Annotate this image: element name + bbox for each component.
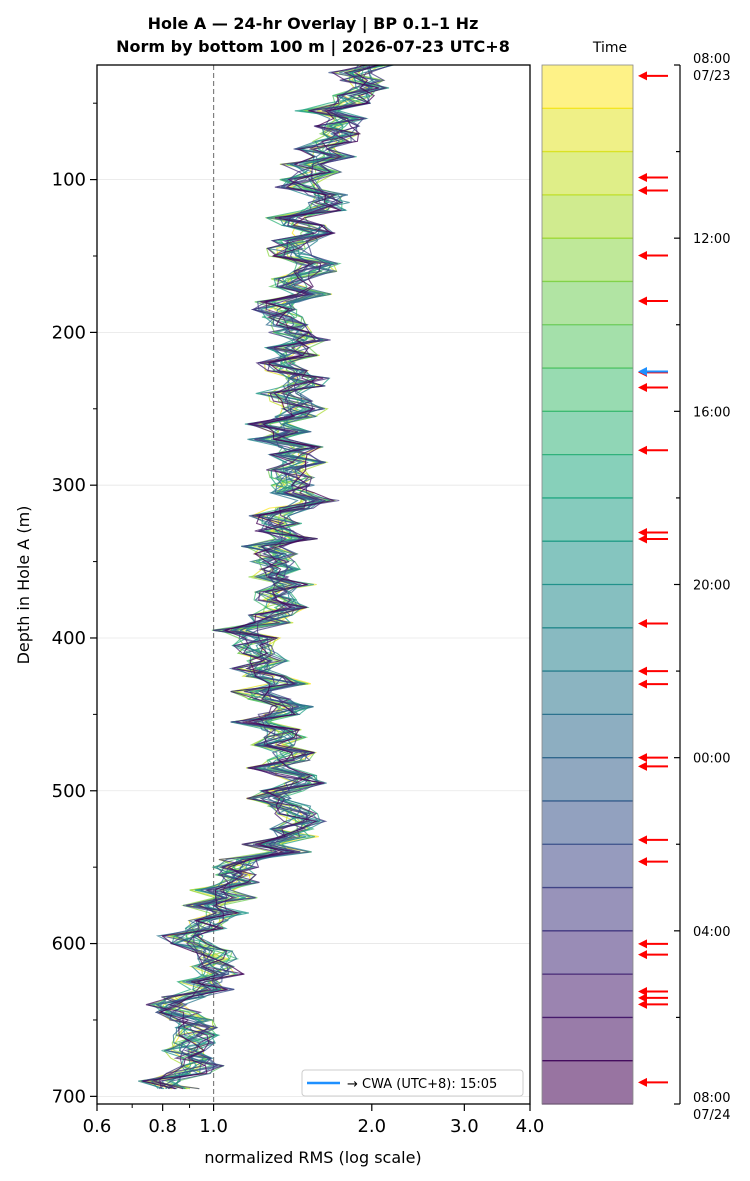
time-band-13: [542, 584, 633, 628]
time-band-20: [542, 887, 633, 931]
time-band-3: [542, 151, 633, 195]
legend-box: [301, 1069, 524, 1097]
time-bar-frame: [541, 64, 634, 1105]
event-arrow-1-head: [638, 71, 647, 81]
time-band-12: [542, 541, 633, 585]
time-colorbar: Time 12:00 16:00 20:00 00:00 04:00 08:00 07/…: [541, 40, 730, 1123]
event-arrow-8-head: [638, 445, 647, 455]
time-band-11: [542, 497, 633, 542]
time-band-9: [542, 411, 633, 455]
event-arrow-7-head: [638, 383, 647, 393]
event-arrows: [638, 71, 668, 1087]
time-band-4: [542, 194, 633, 239]
chart-title-line-2: Norm by bottom 100 m | 2026-07-23 UTC+8: [116, 37, 510, 57]
time-band-18: [542, 800, 633, 845]
event-arrow-12-head: [638, 666, 647, 676]
time-end-label-time: 08:00: [693, 1091, 730, 1106]
x-tick-label-3: 3.0: [450, 1116, 479, 1137]
gridlines: [97, 179, 530, 1097]
time-band-10: [542, 454, 633, 498]
time-band-15: [542, 671, 633, 715]
time-band-16: [542, 714, 633, 758]
x-tick-label-0.8: 0.8: [148, 1116, 177, 1137]
time-tick-label-12: 20:00: [693, 579, 730, 594]
event-arrow-17-head: [638, 857, 647, 867]
series-layer: [138, 64, 394, 1090]
time-tick-label-4: 12:00: [693, 232, 730, 247]
time-band-8: [542, 368, 633, 412]
y-tick-label-200: 200: [52, 322, 86, 343]
x-tick-label-2: 2.0: [357, 1116, 386, 1137]
event-arrow-14-head: [638, 753, 647, 763]
y-tick-label-700: 700: [52, 1086, 86, 1107]
x-tick-label-0.6: 0.6: [83, 1116, 112, 1137]
y-axis-ticks: 100 200 300 400 500 600 700: [52, 102, 97, 1107]
event-arrow-5-head: [638, 296, 647, 306]
event-arrow-19-head: [638, 950, 647, 960]
time-band-22: [542, 974, 633, 1018]
time-band-24: [542, 1060, 633, 1104]
time-band-2: [542, 108, 633, 152]
time-end-label-date: 07/24: [693, 1108, 730, 1123]
event-arrow-22-head: [638, 999, 647, 1009]
event-arrow-3-head: [638, 186, 647, 196]
event-arrow-16-head: [638, 835, 647, 845]
time-start-label-time: 08:00: [693, 52, 730, 67]
x-tick-label-4: 4.0: [516, 1116, 545, 1137]
event-arrow-18-head: [638, 939, 647, 949]
event-arrow-13-head: [638, 679, 647, 689]
event-arrow-9-head: [638, 528, 647, 538]
time-band-6: [542, 281, 633, 325]
event-arrow-10-head: [638, 534, 647, 544]
y-tick-label-300: 300: [52, 475, 86, 496]
time-band-19: [542, 844, 633, 888]
depth-profile-plot: 0.6 0.8 1.0 2.0 3.0 4.0 100 200 300 400 500 600 700…: [14, 64, 545, 1167]
series-line-24: [142, 64, 379, 1090]
y-axis-label: Depth in Hole A (m): [14, 506, 33, 665]
time-band-14: [542, 627, 633, 672]
legend-label: → CWA (UTC+8): 15:05: [347, 1077, 497, 1092]
time-bands: [542, 65, 633, 1105]
y-tick-label-100: 100: [52, 170, 86, 191]
time-tick-label-16: 00:00: [693, 752, 730, 767]
series-line-22: [159, 64, 388, 1089]
time-band-21: [542, 930, 633, 975]
event-arrow-4-head: [638, 250, 647, 260]
x-axis-ticks: 0.6 0.8 1.0 2.0 3.0 4.0: [83, 1104, 545, 1137]
time-axis-ticks: 12:00 16:00 20:00 00:00 04:00: [674, 64, 730, 1105]
event-arrow-21-head: [638, 993, 647, 1003]
time-bar-title: Time: [592, 40, 627, 56]
event-arrow-11-head: [638, 618, 647, 628]
time-band-17: [542, 757, 633, 801]
legend: → CWA (UTC+8): 15:05: [301, 1069, 524, 1097]
event-arrow-20-head: [638, 986, 647, 996]
time-band-23: [542, 1017, 633, 1061]
y-tick-label-600: 600: [52, 934, 86, 955]
time-start-label-date: 07/23: [693, 69, 730, 84]
time-tick-label-8: 16:00: [693, 405, 730, 420]
y-tick-label-400: 400: [52, 628, 86, 649]
plot-frame: [96, 64, 531, 1105]
time-band-1: [542, 65, 633, 109]
time-band-7: [542, 324, 633, 369]
x-axis-label: normalized RMS (log scale): [204, 1148, 421, 1167]
y-tick-label-500: 500: [52, 781, 86, 802]
chart-title-line-1: Hole A — 24-hr Overlay | BP 0.1–1 Hz: [148, 14, 479, 34]
x-tick-label-1: 1.0: [199, 1116, 228, 1137]
time-band-5: [542, 238, 633, 282]
event-arrow-2-head: [638, 173, 647, 183]
time-tick-label-20: 04:00: [693, 925, 730, 940]
event-arrow-15-head: [638, 761, 647, 771]
event-arrow-23-head: [638, 1077, 647, 1087]
cwa-arrow-head: [638, 367, 647, 377]
